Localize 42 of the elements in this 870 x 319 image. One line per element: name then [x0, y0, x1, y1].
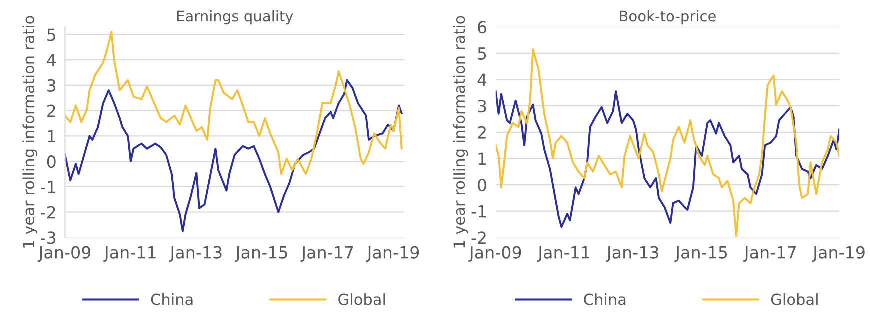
y-tick-label: -2 [472, 232, 486, 244]
x-tick-label: Jan-19 [812, 246, 865, 262]
y-tick-label: -1 [41, 181, 56, 194]
y-tick-label: -2 [41, 206, 56, 219]
y-tick-label: 2 [48, 104, 56, 118]
y-tick-label: 0 [478, 178, 486, 192]
x-tick-label: Jan-17 [744, 246, 796, 262]
y-tick-label: 5 [478, 48, 486, 60]
x-tick-label: Jan-15 [235, 246, 288, 262]
x-tick-label: Jan-13 [169, 246, 222, 262]
line-series [65, 79, 403, 232]
y-axis-title: 1 year rolling information ratio [22, 16, 38, 248]
y-tick-label: 3 [478, 100, 486, 113]
y-axis-title: 1 year rolling information ratio [453, 16, 468, 248]
y-tick-label: -3 [41, 232, 56, 244]
y-tick-label: 4 [47, 54, 56, 66]
y-tick-label: 4 [478, 74, 487, 86]
x-tick-label: Jan-11 [104, 246, 156, 262]
y-tick-label: 2 [478, 126, 486, 139]
line-series [496, 90, 840, 228]
y-tick-label: 6 [478, 21, 487, 34]
x-tick-label: Jan-19 [366, 246, 420, 262]
chart-title: Book-to-price [620, 10, 716, 25]
y-tick-label: 1 [48, 130, 56, 143]
line-series [65, 31, 403, 176]
legend-label: China [584, 294, 626, 306]
chart-title: Earnings quality [177, 10, 294, 25]
legend-label: Global [771, 294, 818, 306]
x-tick-label: Jan-11 [537, 246, 590, 262]
x-tick-label: Jan-15 [674, 246, 728, 262]
y-tick-label: 5 [48, 28, 56, 42]
x-tick-label: Jan-09 [468, 246, 522, 262]
x-tick-label: Jan-17 [300, 246, 354, 262]
legend-label: Global [338, 294, 386, 306]
x-tick-label: Jan-13 [606, 246, 658, 262]
y-tick-label: 0 [47, 156, 56, 168]
line-series [496, 48, 840, 238]
y-tick-label: 3 [48, 79, 56, 92]
y-tick-label: 1 [478, 152, 486, 166]
legend-label: China [151, 294, 193, 306]
x-tick-label: Jan-09 [38, 246, 91, 262]
y-tick-label: -1 [472, 206, 486, 218]
